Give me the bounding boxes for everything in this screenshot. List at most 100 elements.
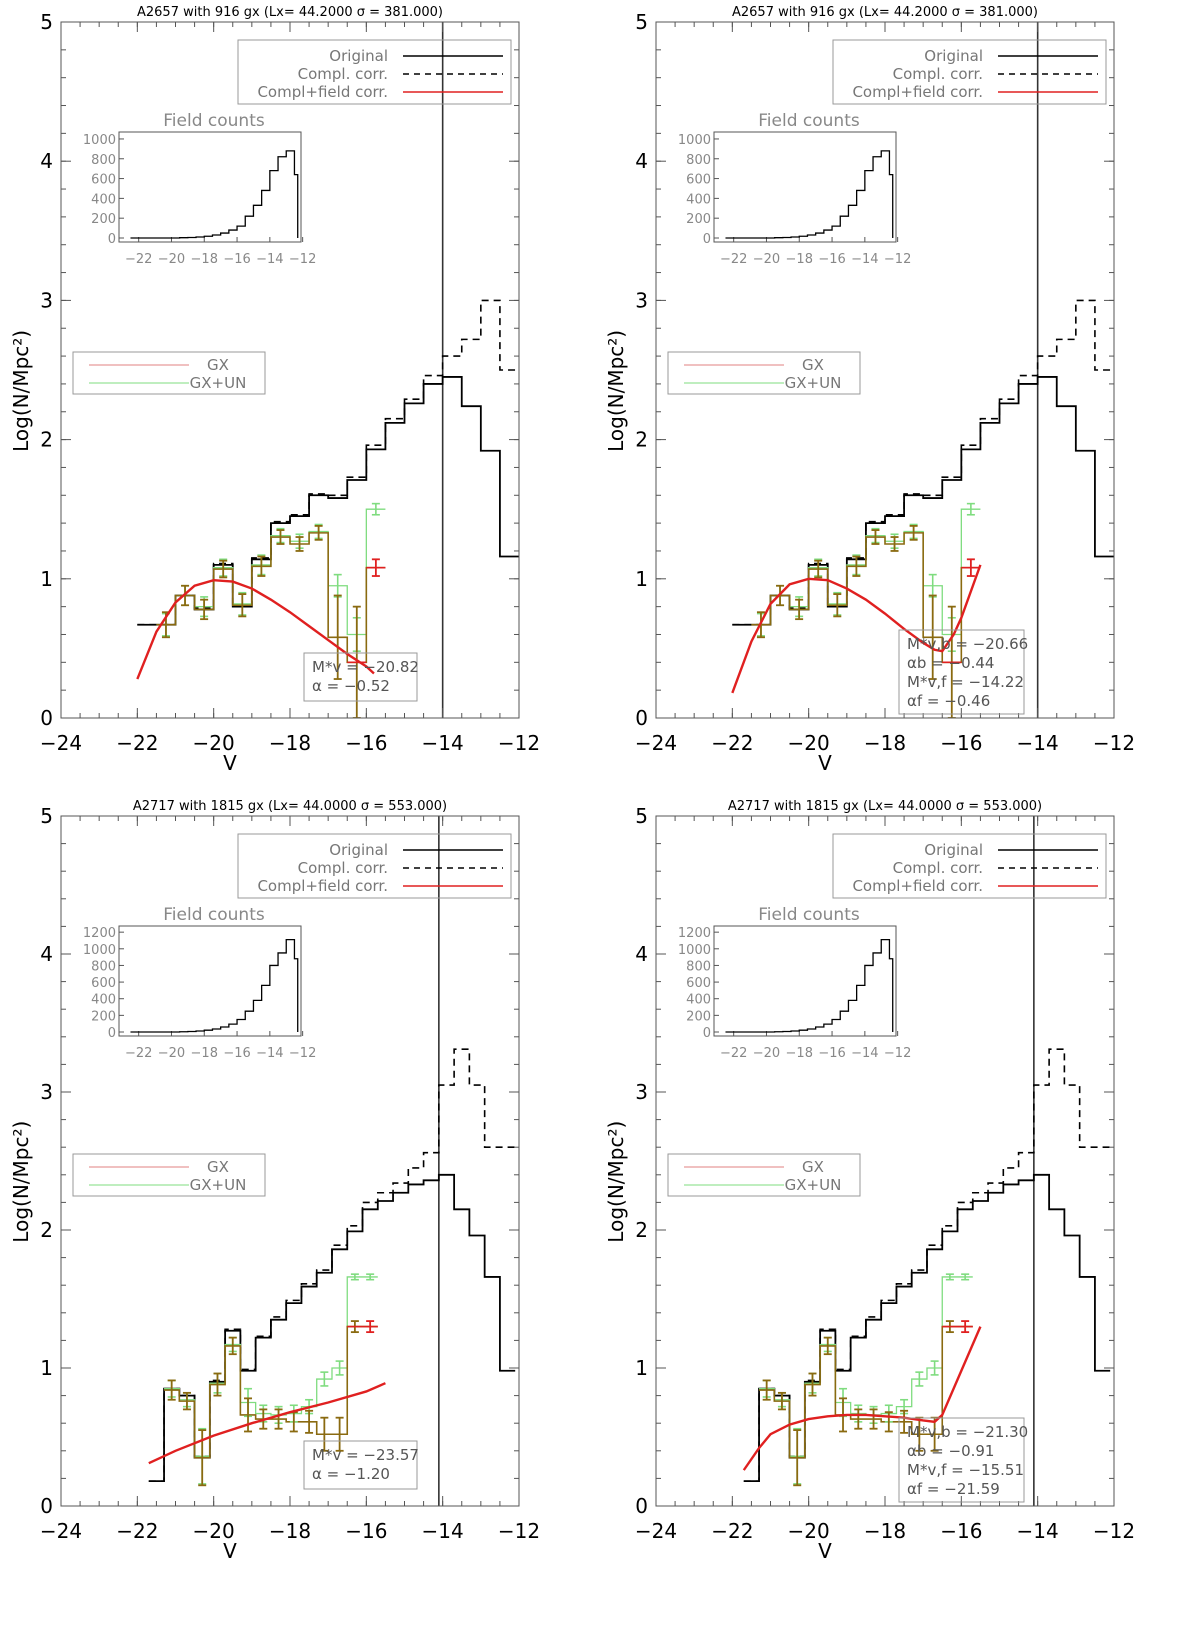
inset-x-tick-label: −12 [884, 1046, 911, 1061]
inset-frame [713, 131, 897, 243]
inset-histogram [130, 150, 299, 239]
x-tick-label: −20 [788, 1519, 830, 1543]
y-tick-label: 0 [40, 1494, 53, 1518]
y-tick-label: 4 [635, 942, 648, 966]
y-axis-label: Log(N/Mpc²) [9, 1121, 33, 1243]
plot-area [148, 816, 516, 1506]
y-tick-label: 1 [635, 567, 648, 591]
inset-field-counts: Field counts 0 200 400 600 800 1000 −22 −20 −18 −1… [83, 111, 316, 267]
x-tick-label: −16 [345, 731, 387, 755]
legend-box-samples [72, 351, 266, 395]
y-tick-label: 0 [635, 1494, 648, 1518]
plot-area [742, 816, 1111, 1506]
fit-parameter-label: αf = −0.46 [907, 692, 990, 710]
inset-y-tick-label: 800 [686, 153, 711, 168]
inset-y-tick-label: 200 [686, 1009, 711, 1024]
inset-title: Field counts [163, 111, 265, 131]
x-tick-label: −24 [635, 1519, 677, 1543]
y-tick-label: 5 [635, 10, 648, 34]
fit-parameter-label: M*v,f = −15.51 [907, 1461, 1024, 1479]
x-tick-label: −24 [40, 731, 82, 755]
inset-title: Field counts [163, 905, 265, 925]
inset-y-tick-label: 200 [91, 1009, 116, 1024]
x-tick-label: −24 [40, 1519, 82, 1543]
y-tick-label: 5 [635, 804, 648, 828]
inset-x-tick-label: −18 [191, 252, 218, 267]
inset-y-tick-label: 0 [703, 232, 711, 247]
inset-y-tick-label: 600 [91, 976, 116, 991]
fit-parameter-label: M*v = −20.82 [312, 658, 419, 676]
legend-label-gx-un: GX+UN [785, 374, 842, 392]
legend-label-gx-un: GX+UN [785, 1176, 842, 1194]
inset-x-tick-label: −14 [256, 252, 283, 267]
inset-y-tick-label: 0 [703, 1026, 711, 1041]
inset-title: Field counts [758, 111, 860, 131]
inset-x-tick-label: −18 [786, 252, 813, 267]
inset-x-tick-label: −20 [158, 1046, 185, 1061]
inset-x-tick-label: −14 [851, 252, 878, 267]
inset-y-tick-label: 200 [91, 212, 116, 227]
inset-x-tick-label: −22 [125, 252, 152, 267]
inset-y-tick-label: 1200 [678, 926, 711, 941]
y-tick-label: 3 [40, 1080, 53, 1104]
fit-parameter-box [898, 629, 1025, 715]
y-tick-label: 2 [40, 428, 53, 452]
x-axis-label: V [818, 1539, 832, 1563]
x-tick-label: −22 [116, 1519, 158, 1543]
fit-parameter-label: αb = −0.44 [907, 654, 994, 672]
fit-parameter-label: M*v,b = −20.66 [907, 635, 1028, 653]
inset-y-tick-label: 1000 [678, 943, 711, 958]
panel-2: A2657 with 916 gx (Lx= 44.2000 σ = 381.0… [604, 5, 1135, 775]
inset-x-tick-label: −14 [256, 1046, 283, 1061]
inset-y-tick-label: 600 [686, 173, 711, 188]
legend-box-samples [667, 1153, 861, 1197]
chart-title: A2657 with 916 gx (Lx= 44.2000 σ = 381.0… [732, 5, 1038, 20]
x-tick-label: −12 [498, 731, 540, 755]
panel-4: A2717 with 1815 gx (Lx= 44.0000 σ = 553.… [604, 799, 1135, 1563]
plot-frame [60, 815, 520, 1507]
legend-box [832, 833, 1107, 899]
x-tick-label: −18 [269, 1519, 311, 1543]
legend-label: Compl+field corr. [852, 877, 983, 895]
inset-y-tick-label: 400 [686, 993, 711, 1008]
legend-label: Compl. corr. [893, 65, 983, 83]
schechter-fit-curve [742, 1326, 982, 1471]
inset-x-tick-label: −16 [818, 252, 845, 267]
y-tick-label: 5 [40, 10, 53, 34]
y-tick-label: 0 [635, 706, 648, 730]
x-tick-label: −12 [498, 1519, 540, 1543]
legend-label: Original [329, 47, 388, 65]
y-tick-label: 1 [40, 1356, 53, 1380]
inset-x-tick-label: −12 [289, 1046, 316, 1061]
inset-y-tick-label: 0 [108, 232, 116, 247]
x-tick-label: −14 [422, 1519, 464, 1543]
gx-un-histogram [759, 1276, 973, 1457]
y-tick-label: 4 [40, 149, 53, 173]
inset-x-tick-label: −12 [289, 252, 316, 267]
x-tick-label: −24 [635, 731, 677, 755]
inset-title: Field counts [758, 905, 860, 925]
inset-x-tick-label: −18 [786, 1046, 813, 1061]
legend-box [237, 39, 512, 105]
schechter-fit-curve [148, 1382, 386, 1465]
x-tick-label: −22 [711, 731, 753, 755]
chart-title: A2717 with 1815 gx (Lx= 44.0000 σ = 553.… [728, 799, 1042, 814]
panel-3: A2717 with 1815 gx (Lx= 44.0000 σ = 553.… [9, 799, 540, 1563]
schechter-fit-curve [136, 578, 375, 680]
chart-title: A2657 with 916 gx (Lx= 44.2000 σ = 381.0… [137, 5, 443, 20]
inset-x-tick-label: −20 [158, 252, 185, 267]
inset-y-tick-label: 1000 [678, 133, 711, 148]
inset-x-tick-label: −18 [191, 1046, 218, 1061]
x-tick-label: −18 [864, 1519, 906, 1543]
legend-label: Compl. corr. [298, 65, 388, 83]
x-tick-label: −14 [422, 731, 464, 755]
legend-label: Original [924, 47, 983, 65]
x-tick-label: −22 [711, 1519, 753, 1543]
x-tick-label: −12 [1093, 731, 1135, 755]
inset-x-tick-label: −16 [818, 1046, 845, 1061]
legend-label-gx-un: GX+UN [190, 1176, 247, 1194]
legend-label-gx-un: GX+UN [190, 374, 247, 392]
y-tick-label: 5 [40, 804, 53, 828]
